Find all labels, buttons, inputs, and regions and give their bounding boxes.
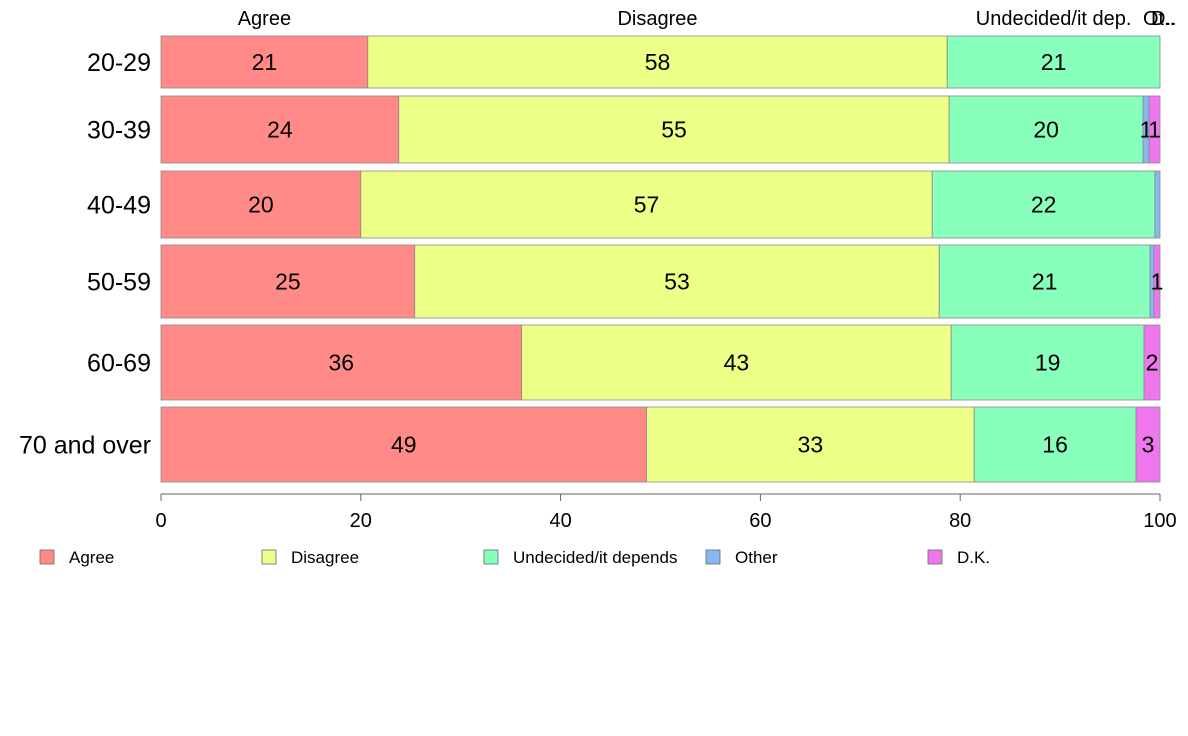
category-label: 30-39 bbox=[87, 117, 151, 145]
bar-segment bbox=[160, 95, 400, 164]
segment-header-label: Undecided/it dep. bbox=[976, 8, 1132, 30]
data-label: 20 bbox=[1033, 117, 1059, 143]
segment-header-label: Agree bbox=[238, 8, 291, 30]
data-label: 57 bbox=[634, 192, 660, 218]
legend-label: Disagree bbox=[291, 548, 359, 567]
data-label: 19 bbox=[1035, 350, 1061, 376]
data-label: 53 bbox=[664, 269, 690, 295]
data-label: 1 bbox=[1148, 117, 1161, 143]
legend-swatch bbox=[705, 549, 721, 565]
segment-header-label: Disagree bbox=[617, 8, 697, 30]
bar-segment bbox=[398, 95, 950, 164]
data-label: 21 bbox=[1032, 269, 1058, 295]
bar-segment bbox=[973, 406, 1137, 483]
legend-swatch bbox=[39, 549, 55, 565]
x-tick-label: 60 bbox=[749, 510, 771, 532]
bar-segment bbox=[1148, 95, 1161, 164]
category-label: 70 and over bbox=[19, 432, 151, 460]
data-label: 21 bbox=[1041, 49, 1067, 75]
data-label: 2 bbox=[1146, 350, 1159, 376]
x-tick-label: 0 bbox=[155, 510, 166, 532]
legend-label: Undecided/it depends bbox=[513, 548, 677, 567]
bar-segment bbox=[948, 95, 1144, 164]
legend-swatch bbox=[261, 549, 277, 565]
bar-segment bbox=[946, 35, 1161, 89]
bar-segment bbox=[950, 324, 1145, 401]
data-label: 21 bbox=[252, 49, 278, 75]
bar-segment bbox=[160, 244, 416, 319]
data-label: 16 bbox=[1042, 432, 1068, 458]
data-label: 43 bbox=[724, 350, 750, 376]
data-label: 22 bbox=[1031, 192, 1057, 218]
bar-segment bbox=[1153, 244, 1161, 319]
data-label: 55 bbox=[661, 117, 687, 143]
bar-segment bbox=[1154, 170, 1161, 239]
data-label: 49 bbox=[391, 432, 417, 458]
data-label: 33 bbox=[798, 432, 824, 458]
bar-segment bbox=[160, 35, 369, 89]
bar-segment bbox=[160, 170, 362, 239]
data-label: 20 bbox=[248, 192, 274, 218]
data-label: 24 bbox=[267, 117, 293, 143]
bar-segment bbox=[160, 324, 523, 401]
bar-segment bbox=[646, 406, 975, 483]
segment-header-label: Ot.. bbox=[1143, 8, 1175, 30]
category-label: 20-29 bbox=[87, 49, 151, 77]
category-label: 50-59 bbox=[87, 269, 151, 297]
data-label: 3 bbox=[1142, 432, 1155, 458]
x-tick-label: 100 bbox=[1143, 510, 1176, 532]
x-tick-label: 40 bbox=[549, 510, 571, 532]
bar-segment bbox=[1135, 406, 1161, 483]
bar-segment bbox=[367, 35, 948, 89]
bar-segment bbox=[160, 406, 647, 483]
data-label: 25 bbox=[275, 269, 301, 295]
data-label: 1 bbox=[1151, 269, 1164, 295]
bar-segment bbox=[931, 170, 1156, 239]
legend-label: Agree bbox=[69, 548, 114, 567]
category-label: 60-69 bbox=[87, 350, 151, 378]
data-label: 36 bbox=[329, 350, 355, 376]
x-tick-label: 20 bbox=[350, 510, 372, 532]
bar-segment bbox=[1143, 324, 1161, 401]
bar-segment bbox=[414, 244, 940, 319]
category-label: 40-49 bbox=[87, 192, 151, 220]
legend-label: Other bbox=[735, 548, 778, 567]
data-label: 58 bbox=[645, 49, 671, 75]
legend-label: D.K. bbox=[957, 548, 990, 567]
legend-swatch bbox=[483, 549, 499, 565]
segment-header-label: D.. bbox=[1151, 8, 1177, 30]
legend-swatch bbox=[927, 549, 943, 565]
x-tick-label: 80 bbox=[949, 510, 971, 532]
